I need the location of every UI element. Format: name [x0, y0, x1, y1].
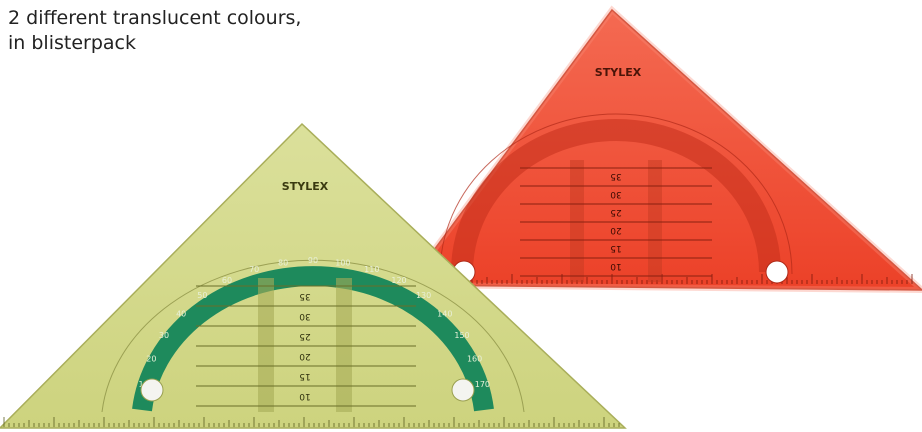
scale-label: 30: [610, 189, 622, 199]
green-grid-lines: [196, 285, 416, 407]
protractor-label: 80: [278, 258, 288, 267]
protractor-label: 150: [454, 331, 469, 340]
scale-label: 25: [610, 207, 621, 217]
green-protractor-band: [132, 266, 494, 412]
protractor-label: 40: [176, 310, 186, 319]
scale-label: 15: [610, 243, 621, 253]
red-grid-lines: [520, 167, 712, 277]
red-triangle-body: [406, 8, 922, 291]
red-set-square: 35 30 25 20 15 10 STYLEX: [402, 5, 922, 294]
product-caption: 2 different translucent colours, in blis…: [8, 6, 368, 56]
protractor-label: 30: [159, 331, 169, 340]
protractor-label: 170: [475, 380, 490, 389]
red-scale-labels: 35 30 25 20 15 10: [610, 171, 622, 271]
scale-label: 10: [299, 391, 311, 401]
scale-label: 20: [299, 351, 311, 361]
protractor-label: 70: [249, 265, 259, 274]
scale-label: 25: [299, 331, 310, 341]
green-ruler-ticks: [3, 417, 620, 427]
red-brand-logo: STYLEX: [595, 66, 642, 79]
caption-line-2: in blisterpack: [8, 32, 136, 54]
green-scale-labels: 35 30 25 20 15 10: [299, 291, 311, 401]
protractor-label: 50: [197, 291, 207, 300]
scale-label: 15: [299, 371, 310, 381]
protractor-label: 110: [364, 265, 379, 274]
protractor-label: 60: [222, 276, 232, 285]
green-set-square: 35 30 25 20 15 10 10 20 30 40 50 60 70 80 90 100 110 120…: [0, 122, 627, 429]
scale-label: 10: [610, 261, 622, 271]
green-brand-logo: STYLEX: [282, 180, 329, 193]
protractor-label: 20: [146, 355, 156, 364]
protractor-label: 140: [437, 310, 452, 319]
protractor-label: 100: [335, 258, 350, 267]
protractor-label: 90: [308, 256, 318, 265]
scale-label: 35: [299, 291, 310, 301]
protractor-label: 120: [391, 276, 406, 285]
caption-line-1: 2 different translucent colours,: [8, 7, 302, 29]
scale-label: 20: [610, 225, 622, 235]
protractor-label: 160: [467, 355, 482, 364]
red-protractor-band: [451, 119, 781, 273]
protractor-label: 130: [416, 291, 431, 300]
green-protractor-labels: 1020304050607080901001101201301401501601…: [139, 256, 491, 389]
green-hole-left: [140, 378, 164, 402]
green-hole-right: [451, 378, 475, 402]
scale-label: 35: [610, 171, 621, 181]
scale-label: 30: [299, 311, 311, 321]
red-hole-right: [765, 260, 789, 284]
